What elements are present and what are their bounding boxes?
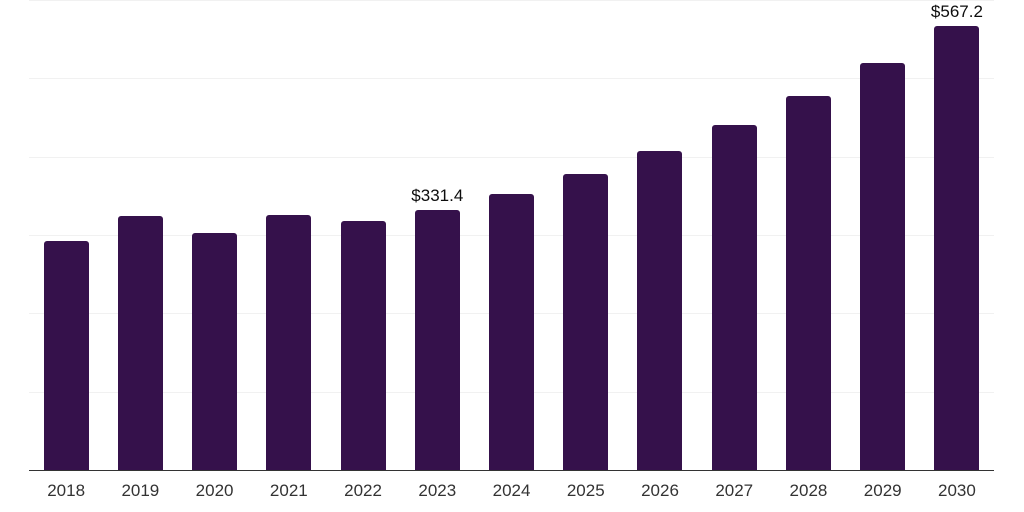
bar-2030[interactable]	[934, 25, 980, 470]
band-2022	[326, 0, 400, 470]
bar-2028[interactable]	[785, 96, 831, 470]
x-tick-2022: 2022	[344, 481, 382, 500]
x-tick-2018: 2018	[47, 481, 86, 500]
data-label-2030: $567.2	[930, 1, 983, 21]
band-2019	[103, 0, 177, 470]
bar-2027[interactable]	[711, 125, 757, 470]
band-2026	[623, 0, 697, 470]
band-2029	[846, 0, 920, 470]
gridline-500	[29, 78, 994, 80]
plot-area: $331.4 $567.2	[29, 0, 994, 471]
x-tick-2023: 2023	[418, 481, 457, 500]
x-tick-2029: 2029	[863, 481, 902, 500]
bar-2018[interactable]	[43, 241, 89, 470]
band-2018	[29, 0, 103, 470]
x-tick-2019: 2019	[121, 481, 160, 500]
bar-2020[interactable]	[192, 232, 238, 470]
bar-2023[interactable]	[414, 210, 460, 470]
bar-2021[interactable]	[266, 214, 312, 470]
x-tick-2028: 2028	[789, 481, 828, 500]
data-label-2023: $331.4	[411, 186, 464, 206]
band-2023: $331.4	[400, 0, 474, 470]
x-tick-2030: 2030	[938, 481, 976, 500]
bar-2025[interactable]	[563, 173, 609, 470]
x-axis: 2018 2019 2020 2021 2022 2023 2024 2025 2026 2027…	[29, 471, 994, 499]
band-2030: $567.2	[920, 0, 994, 470]
bar-2019[interactable]	[117, 216, 163, 470]
x-tick-2027: 2027	[715, 481, 754, 500]
bar-2026[interactable]	[637, 151, 683, 470]
bars: $331.4 $567.2	[29, 0, 994, 470]
bar-2022[interactable]	[340, 220, 386, 470]
x-tick-2024: 2024	[492, 481, 531, 500]
gridline-600	[29, 0, 994, 1]
bar-chart: $331.4 $567.2 2018 2019 2020 2021 2022 2023 202…	[29, 0, 994, 499]
bar-2029[interactable]	[860, 62, 906, 470]
band-2020	[177, 0, 251, 470]
x-tick-2021: 2021	[269, 481, 308, 500]
band-2027	[697, 0, 771, 470]
band-2021	[252, 0, 326, 470]
x-tick-2026: 2026	[641, 481, 679, 500]
band-2028	[771, 0, 845, 470]
bar-2024[interactable]	[489, 194, 535, 470]
gridline-400	[29, 156, 994, 158]
x-tick-2025: 2025	[566, 481, 605, 500]
band-2025	[549, 0, 623, 470]
band-2024	[474, 0, 548, 470]
x-tick-2020: 2020	[195, 481, 234, 500]
